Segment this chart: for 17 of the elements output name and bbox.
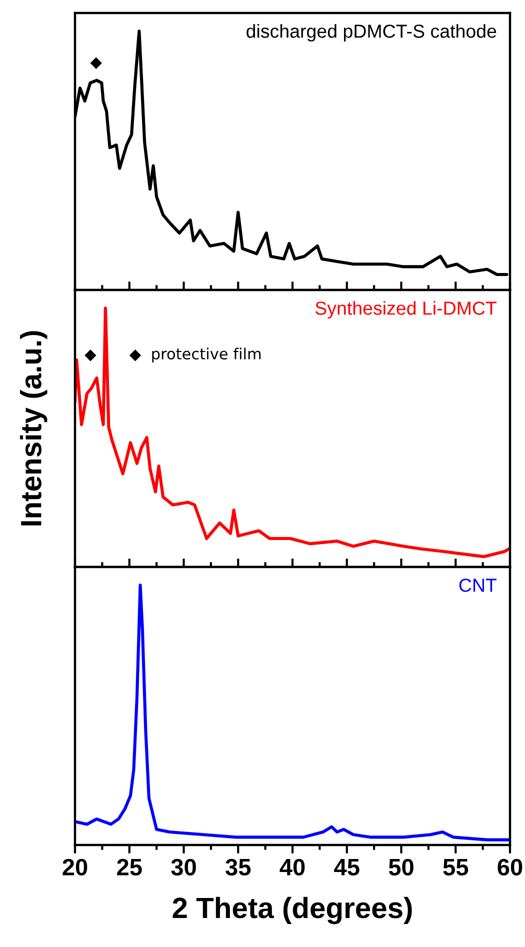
text: discharged pDMCT-S cathode (246, 24, 496, 42)
x-tick-label: 20 (62, 858, 88, 876)
x-tick-label: 35 (226, 858, 251, 876)
text: CNT (459, 578, 497, 592)
x-tick-label: 25 (117, 858, 142, 876)
x-tick-label: 30 (171, 858, 196, 876)
y-axis-title: Intensity (a.u.) (20, 331, 48, 526)
x-axis-title: 2 Theta (degrees) (172, 896, 412, 924)
x-tick-label: 40 (280, 858, 305, 876)
annotation: ◆ protective film (129, 348, 261, 362)
text: Synthesized Li-DMCT (315, 301, 497, 319)
x-tick-label: 55 (443, 859, 468, 876)
annotation: ◆ (90, 57, 102, 69)
x-tick-label: 45 (334, 859, 360, 876)
x-tick-label: 50 (388, 858, 414, 876)
x-tick-label: 60 (498, 858, 522, 876)
annotation: ◆ (84, 349, 96, 362)
